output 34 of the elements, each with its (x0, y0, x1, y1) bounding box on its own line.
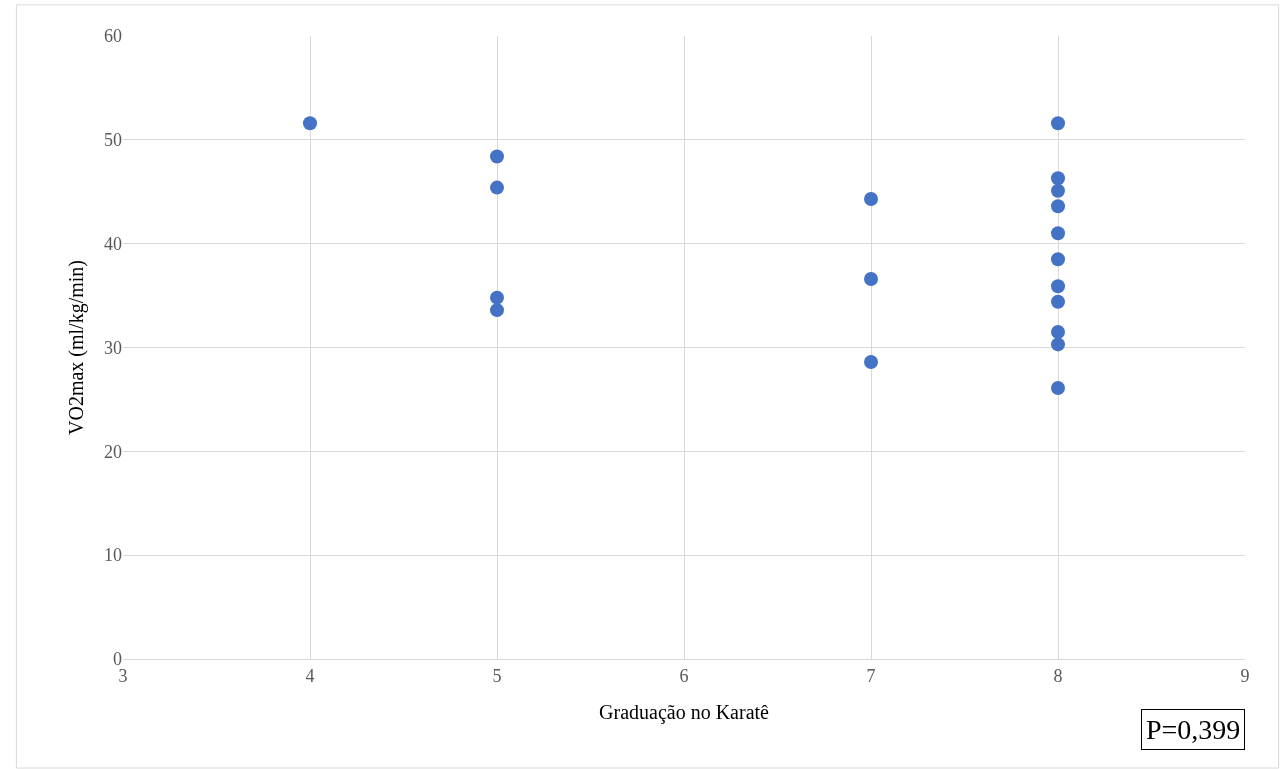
y-tick-label: 40 (104, 233, 122, 254)
point (1051, 199, 1065, 214)
point (864, 192, 878, 207)
point (490, 303, 504, 318)
text: P=0,399 (1146, 714, 1241, 745)
x-tick-label: 7 (866, 665, 876, 686)
point (1051, 171, 1065, 186)
point (864, 355, 878, 370)
y-tick-label: 50 (104, 130, 122, 151)
point (1051, 183, 1065, 198)
point (1051, 337, 1065, 352)
x-tick-label: 5 (492, 665, 502, 686)
y-tick-label: 20 (104, 441, 122, 462)
y-tick-label: 60 (104, 26, 122, 47)
point (1051, 252, 1065, 267)
x-tick-label: 9 (1240, 665, 1250, 686)
point (864, 271, 878, 286)
y-tick-label: 10 (104, 545, 122, 566)
y-axis-title: VO2max (ml/kg/min) (64, 260, 88, 435)
point (1051, 116, 1065, 131)
x-tick-label: 4 (305, 665, 315, 686)
point (1051, 324, 1065, 339)
point (1051, 381, 1065, 395)
x-tick-label: 8 (1053, 665, 1063, 686)
point (1051, 294, 1065, 309)
point (1051, 279, 1065, 294)
point (1051, 226, 1065, 241)
point (490, 180, 504, 195)
x-tick-label: 6 (679, 665, 689, 686)
y-tick-label: 30 (104, 337, 122, 358)
x-axis-title: Graduação no Karatê (599, 701, 770, 725)
point (303, 116, 317, 131)
point (490, 290, 504, 305)
point (490, 149, 504, 164)
